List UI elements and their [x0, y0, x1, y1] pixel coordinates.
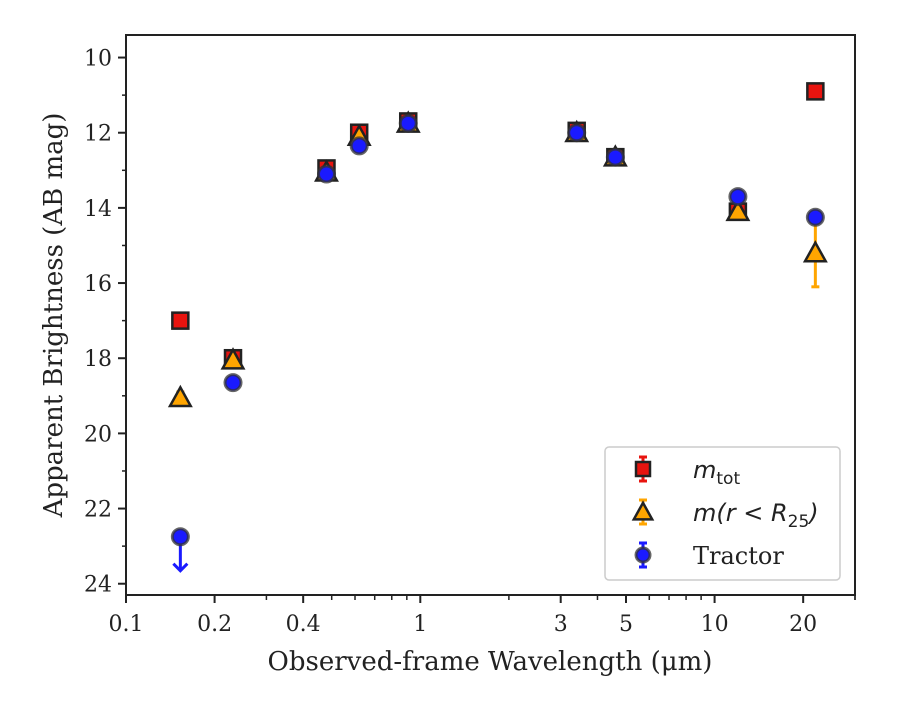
plot-frame [125, 34, 856, 596]
x-tick-label: 0.1 [109, 612, 144, 637]
y-tick-label: 16 [84, 272, 112, 297]
x-axis-title: Observed-frame Wavelength (μm) [268, 647, 713, 677]
legend-marker-circle [634, 546, 652, 564]
x-tick-label: 1 [413, 612, 427, 637]
axis-layer: 10 12 14 16 18 20 22 24 0.1 0.2 0.4 1 3 5 10 20 [84, 34, 856, 637]
legend-box [604, 446, 841, 581]
series-triangle [167, 110, 828, 408]
data-point-circle [349, 136, 369, 156]
y-axis-title: Apparent Brightness (AB mag) [39, 113, 69, 519]
data-point-circle [728, 187, 748, 207]
data-point-circle [398, 113, 418, 133]
x-tick-label: 0.4 [286, 612, 321, 637]
data-point-triangle [220, 347, 246, 370]
legend-marker-square [634, 460, 652, 478]
plot-layer [167, 82, 828, 573]
y-tick-label: 12 [84, 122, 112, 147]
legend: mtot m(r < R25) Tractor [604, 446, 841, 581]
data-point-circle [316, 164, 336, 184]
data-point-triangle [802, 240, 828, 263]
legend-marker-triangle [631, 500, 655, 521]
legend-label: Tractor [693, 542, 784, 570]
data-point-square [171, 311, 190, 330]
x-tick-label: 20 [789, 612, 817, 637]
series-square [171, 82, 825, 368]
data-point-circle [805, 207, 825, 227]
y-tick-label: 22 [84, 498, 112, 523]
y-tick-label: 18 [84, 347, 112, 372]
data-point-circle [223, 373, 243, 393]
data-point-triangle [167, 384, 193, 408]
x-tick-label: 0.2 [197, 612, 232, 637]
data-point-circle [170, 527, 190, 547]
legend-label: m(r < R25) [693, 499, 819, 532]
y-tick-label: 24 [84, 573, 112, 598]
data-point-circle [605, 147, 625, 167]
upper-limit-arrowhead [172, 562, 189, 573]
y-tick-label: 14 [84, 197, 112, 222]
x-tick-label: 3 [554, 612, 568, 637]
data-point-square [806, 82, 825, 101]
x-tick-label: 10 [701, 612, 729, 637]
data-point-circle [567, 123, 587, 143]
y-tick-label: 10 [84, 47, 112, 72]
series-circle [170, 113, 825, 573]
data-point-triangle [725, 198, 751, 222]
x-tick-label: 5 [619, 612, 633, 637]
legend-label: mtot [693, 456, 740, 489]
y-tick-label: 20 [84, 422, 112, 447]
